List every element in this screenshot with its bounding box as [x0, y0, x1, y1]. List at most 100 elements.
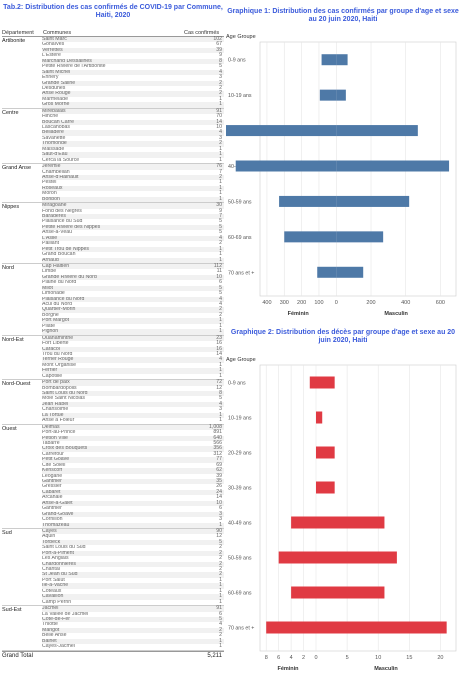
- table-row: Boucan Carré 14: [42, 119, 224, 125]
- case-count: 3: [219, 406, 222, 413]
- table-row: Pétion Ville 640: [42, 435, 224, 441]
- table-row: Ganthier 35: [42, 478, 224, 485]
- commune-name: Bombardopolis: [42, 385, 77, 391]
- table-row: Bonbon 1: [42, 196, 224, 203]
- case-count: 4: [219, 234, 222, 241]
- case-count: 102: [213, 36, 222, 42]
- bar-masculin: [316, 481, 335, 494]
- department-group: Nord Cap Haitien 112 Limbé 11 Grande Rivière …: [2, 263, 224, 336]
- table-row: Saint Michel 4: [42, 68, 224, 76]
- case-count: 3: [219, 516, 222, 523]
- table-row: Les Anglais 2: [42, 555, 224, 561]
- x-tick-label: 10: [375, 655, 381, 661]
- bar-feminin: [278, 551, 316, 564]
- commune-name: Île-à-Vache: [42, 583, 69, 589]
- commune-name: Fort Liberté: [42, 341, 69, 347]
- case-count: 4: [219, 68, 222, 75]
- commune-name: Petite Rivière des Nippes: [42, 224, 101, 230]
- department-group: Artibonite Saint Marc 102 Gonaïves 67 Verrett…: [2, 36, 224, 109]
- case-count: 4: [219, 356, 222, 363]
- commune-name: Cayes-Jacmel: [42, 644, 75, 650]
- commune-name: La Vallée de Jacmel: [42, 611, 89, 617]
- commune-name: Côte-de-Fer: [42, 616, 70, 622]
- x-tick-label: 2: [302, 655, 305, 661]
- bar-masculin: [336, 89, 346, 101]
- commune-name: Arcahaie: [42, 495, 63, 501]
- table-row: Gros Morne 1: [42, 101, 224, 108]
- commune-name: Cabaret: [42, 489, 61, 495]
- table-row: Miragoâne 30: [42, 202, 224, 209]
- case-count: 1: [219, 587, 222, 594]
- commune-name: Ganthier: [42, 479, 62, 484]
- legend-masculin: Masculin: [374, 666, 398, 672]
- commune-name: Saint Louis du Nord: [42, 391, 88, 396]
- case-count: 9: [219, 207, 222, 214]
- department-name: Sud-Est: [2, 607, 22, 614]
- table-row: Limbé 11: [42, 268, 224, 275]
- commune-name: Anse Rouge: [42, 91, 71, 97]
- bar-masculin: [316, 516, 385, 529]
- table-row: Capotille 1: [42, 373, 224, 379]
- case-count: 23: [216, 334, 222, 341]
- table-row: L'Asile 4: [42, 234, 224, 242]
- x-tick-label: 4: [290, 655, 293, 661]
- bar-feminin: [317, 266, 337, 278]
- department-group: Sud Cayes 90 Aquin 12 Torbeck 5 Saint Louis du …: [2, 528, 224, 607]
- commune-name: Acul du Nord: [42, 302, 72, 307]
- case-count: 3: [219, 510, 222, 517]
- table-title: Tab.2: Distribution des cas confirmés de…: [3, 4, 223, 19]
- table-row: Côte-de-Fer 5: [42, 616, 224, 623]
- table-row: Saint Louis du Nord 8: [42, 390, 224, 397]
- commune-name: Lascahobas: [42, 125, 70, 130]
- commune-name: St Jean du Sud: [42, 572, 78, 578]
- commune-name: Port Salut: [42, 577, 65, 583]
- table-row: Saint Louis du Sud 2: [42, 544, 224, 550]
- case-count: 1: [219, 367, 222, 374]
- case-count: 11: [216, 268, 222, 275]
- table-row: Chantal 2: [42, 566, 224, 572]
- table-row: Maissade 1: [42, 146, 224, 152]
- commune-name: L'Estère: [42, 53, 61, 59]
- case-count: 12: [216, 533, 222, 540]
- legend-masculin: Masculin: [384, 311, 408, 317]
- table-row: Marmelade 1: [42, 96, 224, 102]
- table-row: Trou du Nord 14: [42, 351, 224, 357]
- case-count: 16: [216, 345, 222, 352]
- case-count: 1: [219, 251, 222, 258]
- table-body: Artibonite Saint Marc 102 Gonaïves 67 Verrett…: [2, 36, 224, 651]
- y-axis-title: Age Groupe: [226, 357, 256, 363]
- commune-name: Belle Anse: [42, 633, 67, 639]
- table-row: Cayes 90: [42, 528, 224, 535]
- case-count: 1: [219, 101, 222, 108]
- commune-name: Limbé: [42, 269, 57, 275]
- category-label: 50-59 ans: [228, 199, 252, 205]
- case-count: 4: [219, 129, 222, 136]
- commune-name: Léogâne: [42, 473, 63, 479]
- table-row: Arnaud 1: [42, 256, 224, 263]
- table-row: Grand-Goave 3: [42, 510, 224, 518]
- table-row: Ouanaminthe 23: [42, 334, 224, 342]
- table-row: Anse-à-Veau 5: [42, 229, 224, 235]
- case-count: 77: [216, 456, 222, 463]
- table-row: Léogâne 39: [42, 473, 224, 479]
- department-name: Centre: [2, 109, 19, 116]
- x-tick-label: 200: [297, 300, 306, 306]
- table-row: Verrettes 39: [42, 47, 224, 54]
- table-row: Cornillon 3: [42, 516, 224, 523]
- column-header-cases: Cas confirmés: [184, 30, 220, 36]
- case-count: 1: [219, 256, 222, 263]
- commune-name: Môle Saint Nicolas: [42, 396, 85, 402]
- case-count: 1: [219, 521, 222, 528]
- case-count: 16: [216, 340, 222, 347]
- commune-name: Verrettes: [42, 47, 63, 53]
- case-count: 10: [216, 124, 222, 130]
- case-count: 1: [219, 184, 222, 191]
- case-count: 30: [216, 202, 222, 209]
- table-row: Mont Organisé 1: [42, 362, 224, 368]
- bar-feminin: [235, 160, 337, 172]
- commune-name: Desdunes: [42, 85, 66, 91]
- case-count: 4: [219, 295, 222, 302]
- category-label: 10-19 ans: [228, 416, 252, 422]
- case-count: 1: [219, 317, 222, 324]
- category-label: 70 ans et +: [228, 626, 254, 632]
